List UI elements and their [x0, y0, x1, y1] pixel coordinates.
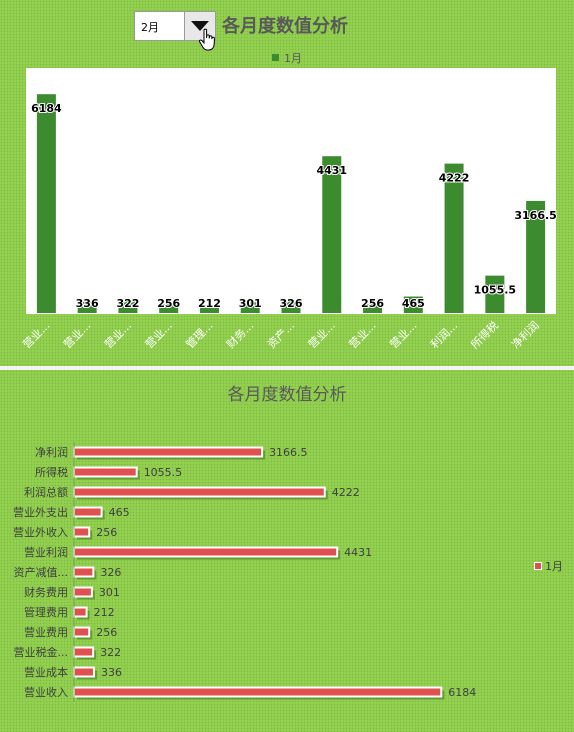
horizontal-bar — [73, 546, 339, 558]
bar-value-label: 465 — [109, 506, 130, 519]
bar-value-label: 256 — [96, 526, 117, 539]
column-bar — [159, 303, 179, 313]
column-bar — [403, 296, 423, 313]
column-value-label: 4222 — [439, 172, 470, 185]
horizontal-bar — [73, 666, 95, 678]
column-bar — [485, 275, 505, 313]
column-value-label: 3166.5 — [514, 209, 556, 222]
bar-value-label: 326 — [100, 566, 121, 579]
column-chart: 6184营业...336营业...322营业...256营业...212管理..… — [20, 94, 558, 351]
horizontal-bar — [73, 466, 138, 478]
horizontal-bar — [73, 586, 93, 598]
bar-value-label: 1055.5 — [144, 466, 183, 479]
bar-value-label: 301 — [99, 586, 120, 599]
column-bar — [444, 163, 464, 313]
column-value-label: 326 — [280, 297, 303, 310]
legend-label: 1月 — [284, 52, 302, 65]
column-bar — [322, 156, 342, 313]
bar-category-label: 营业税金... — [14, 645, 69, 659]
bar-value-label: 4431 — [344, 546, 372, 559]
column-bar — [363, 303, 383, 313]
column-value-label: 336 — [76, 297, 99, 310]
column-value-label: 212 — [198, 297, 221, 310]
bar-category-label: 所得税 — [35, 465, 68, 479]
column-bar — [199, 305, 219, 313]
bar-value-label: 256 — [96, 626, 117, 639]
column-value-label: 256 — [361, 297, 384, 310]
chevron-down-icon — [191, 21, 209, 31]
bar-value-label: 6184 — [448, 686, 476, 699]
column-value-label: 322 — [116, 297, 139, 310]
column-value-label: 465 — [402, 297, 425, 310]
panel-divider — [0, 366, 574, 370]
column-bar — [281, 301, 301, 313]
column-value-label: 301 — [239, 297, 262, 310]
bar-category-label: 利润总额 — [24, 485, 68, 499]
column-value-label: 256 — [157, 297, 180, 310]
column-bar — [526, 200, 546, 313]
bar-category-label: 净利润 — [35, 445, 68, 459]
bar-value-label: 322 — [100, 646, 121, 659]
bottom-chart-title: 各月度数值分析 — [227, 385, 347, 405]
legend-label: 1月 — [545, 560, 563, 573]
bar-category-label: 管理费用 — [24, 605, 68, 619]
legend-swatch — [534, 562, 542, 570]
bar-value-label: 3166.5 — [269, 446, 308, 459]
bar-category-label: 营业外收入 — [13, 525, 68, 539]
legend-swatch — [272, 54, 279, 61]
bar-category-label: 营业费用 — [24, 625, 68, 639]
horizontal-bar — [73, 626, 91, 638]
top-plot-area — [26, 68, 556, 314]
bar-category-label: 财务费用 — [24, 585, 68, 599]
top-chart-legend: 1月 — [272, 50, 302, 66]
horizontal-bar — [73, 606, 88, 618]
hand-cursor-icon — [198, 28, 215, 51]
column-bar — [118, 301, 138, 313]
bar-value-label: 212 — [94, 606, 115, 619]
horizontal-bar — [73, 526, 91, 538]
horizontal-bar — [73, 646, 95, 658]
bottom-chart-legend: 1月 — [534, 558, 563, 574]
month-selector[interactable]: 2月 — [134, 11, 216, 41]
bar-category-label: 资产减值... — [14, 565, 69, 579]
bar-value-label: 4222 — [332, 486, 360, 499]
horizontal-bar — [73, 506, 103, 518]
bar-category-label: 营业成本 — [24, 665, 68, 679]
month-selector-button[interactable] — [184, 12, 215, 40]
column-value-label: 6184 — [31, 102, 62, 115]
horizontal-bar — [73, 446, 264, 458]
column-bar — [36, 94, 56, 313]
horizontal-bar — [73, 566, 95, 578]
column-bar — [240, 302, 260, 313]
bar-category-label: 营业外支出 — [13, 505, 68, 519]
bar-category-label: 营业收入 — [24, 685, 68, 699]
column-value-label: 4431 — [316, 164, 347, 177]
column-value-label: 1055.5 — [474, 284, 516, 297]
bar-value-label: 336 — [101, 666, 122, 679]
horizontal-bar — [73, 686, 443, 698]
column-bar — [77, 301, 97, 313]
month-selector-value: 2月 — [141, 21, 159, 34]
bar-category-label: 营业利润 — [24, 545, 68, 559]
horizontal-bar — [73, 486, 326, 498]
top-chart-title: 各月度数值分析 — [222, 16, 348, 37]
